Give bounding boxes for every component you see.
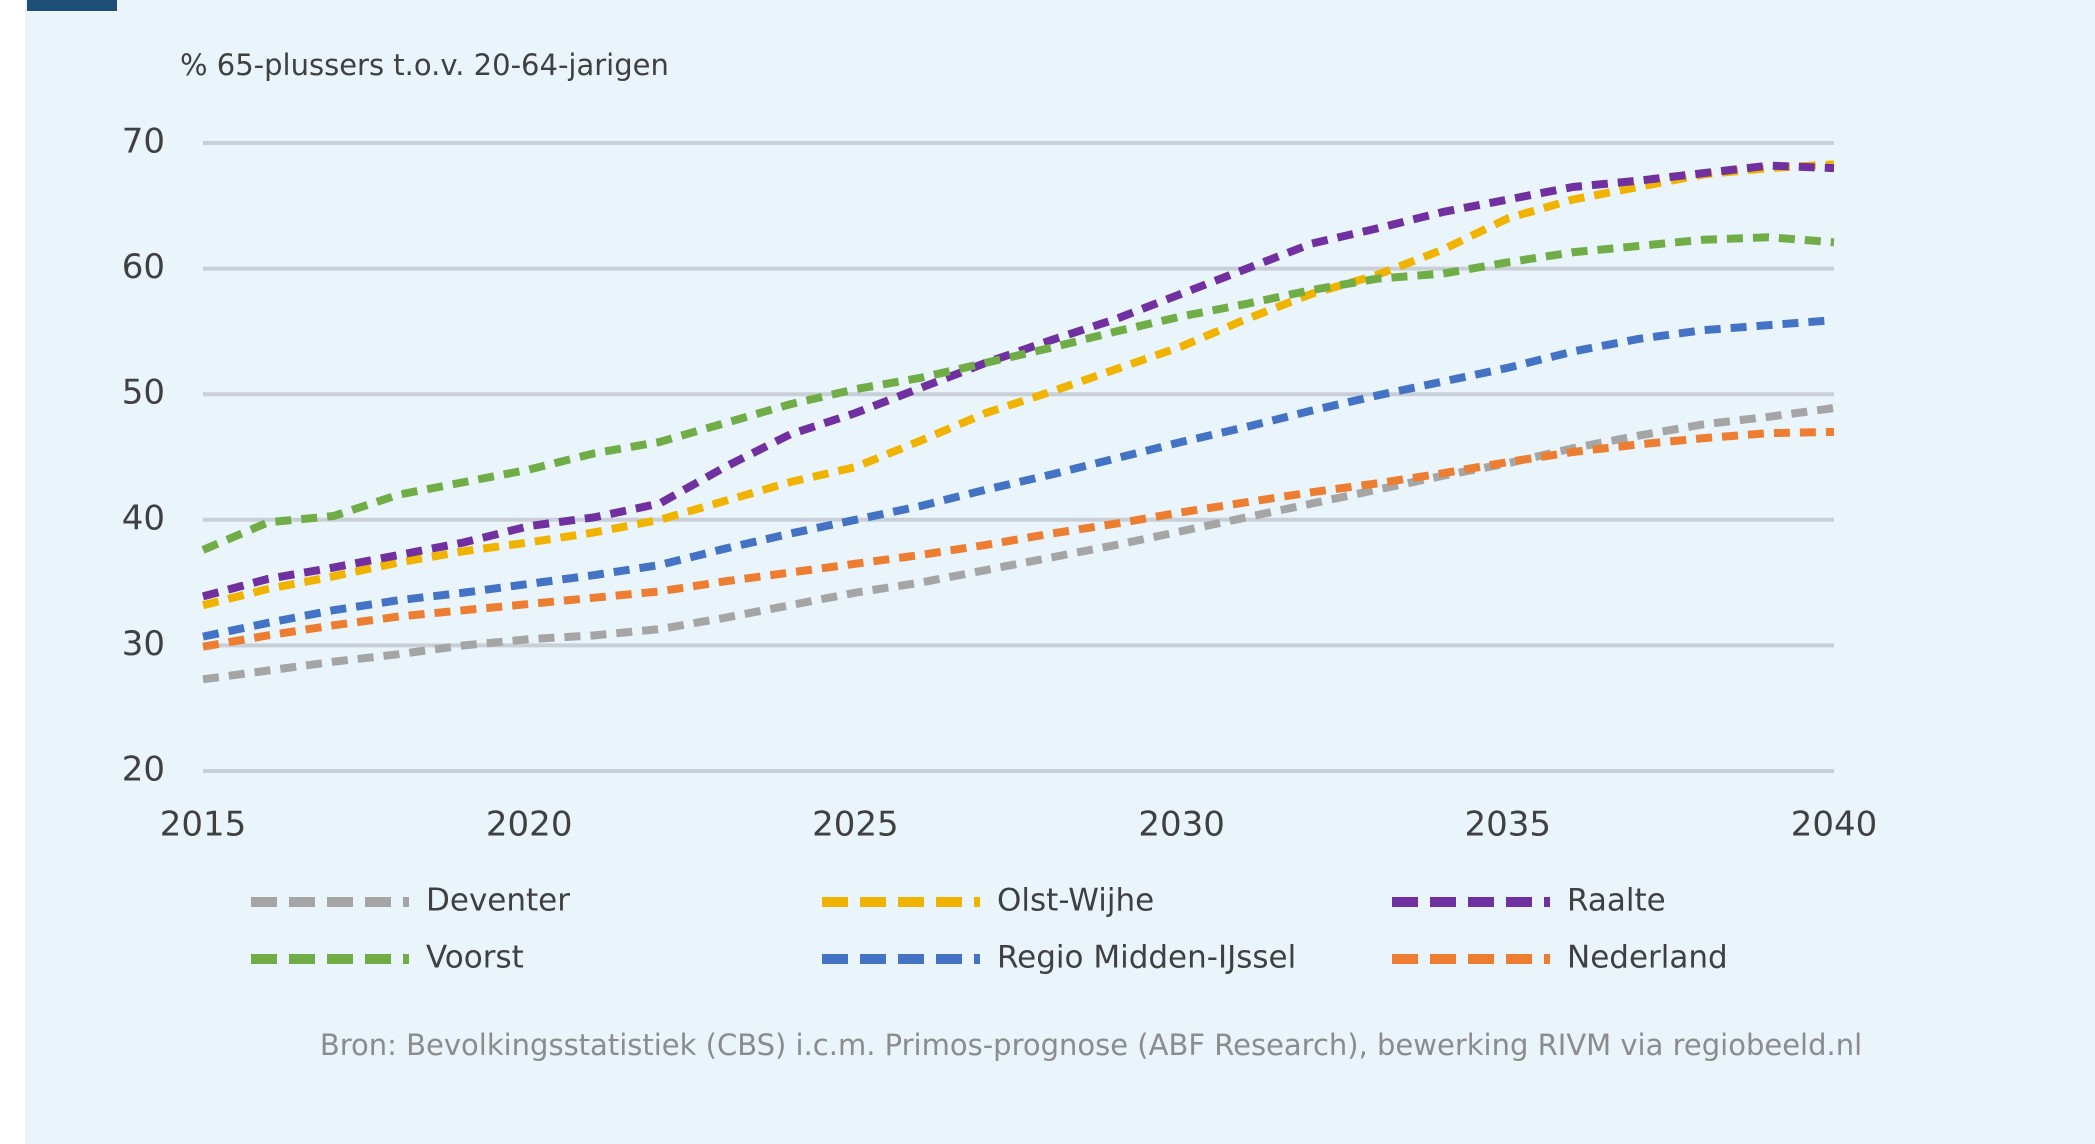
y-tick-label: 30 [122, 624, 165, 664]
y-tick-label: 40 [122, 498, 165, 538]
x-tick-label: 2020 [486, 805, 573, 845]
legend-label: Olst-Wijhe [997, 883, 1154, 919]
y-tick-label: 70 [122, 122, 165, 162]
y-tick-label: 50 [122, 373, 165, 413]
x-tick-label: 2030 [1138, 805, 1225, 845]
legend-label: Regio Midden-IJssel [997, 940, 1296, 976]
y-axis-label: % 65-plussers t.o.v. 20-64-jarigen [180, 48, 669, 82]
y-tick-label: 20 [122, 750, 165, 790]
x-tick-label: 2040 [1791, 805, 1878, 845]
x-tick-label: 2025 [812, 805, 899, 845]
legend-label: Voorst [426, 940, 524, 976]
series-line [201, 233, 1835, 554]
legend-label: Raalte [1567, 883, 1666, 919]
legend-label: Deventer [426, 883, 570, 919]
series-line [202, 427, 1835, 651]
x-tick-label: 2015 [160, 805, 247, 845]
y-tick-label: 60 [122, 247, 165, 287]
legend-label: Nederland [1567, 940, 1728, 976]
header-tab [27, 0, 117, 11]
series-line [202, 404, 1835, 684]
series-line [202, 316, 1835, 641]
source: Bron: Bevolkingsstatistiek (CBS) i.c.m. … [320, 1028, 1862, 1062]
x-tick-label: 2035 [1465, 805, 1552, 845]
series-line [202, 160, 1835, 610]
